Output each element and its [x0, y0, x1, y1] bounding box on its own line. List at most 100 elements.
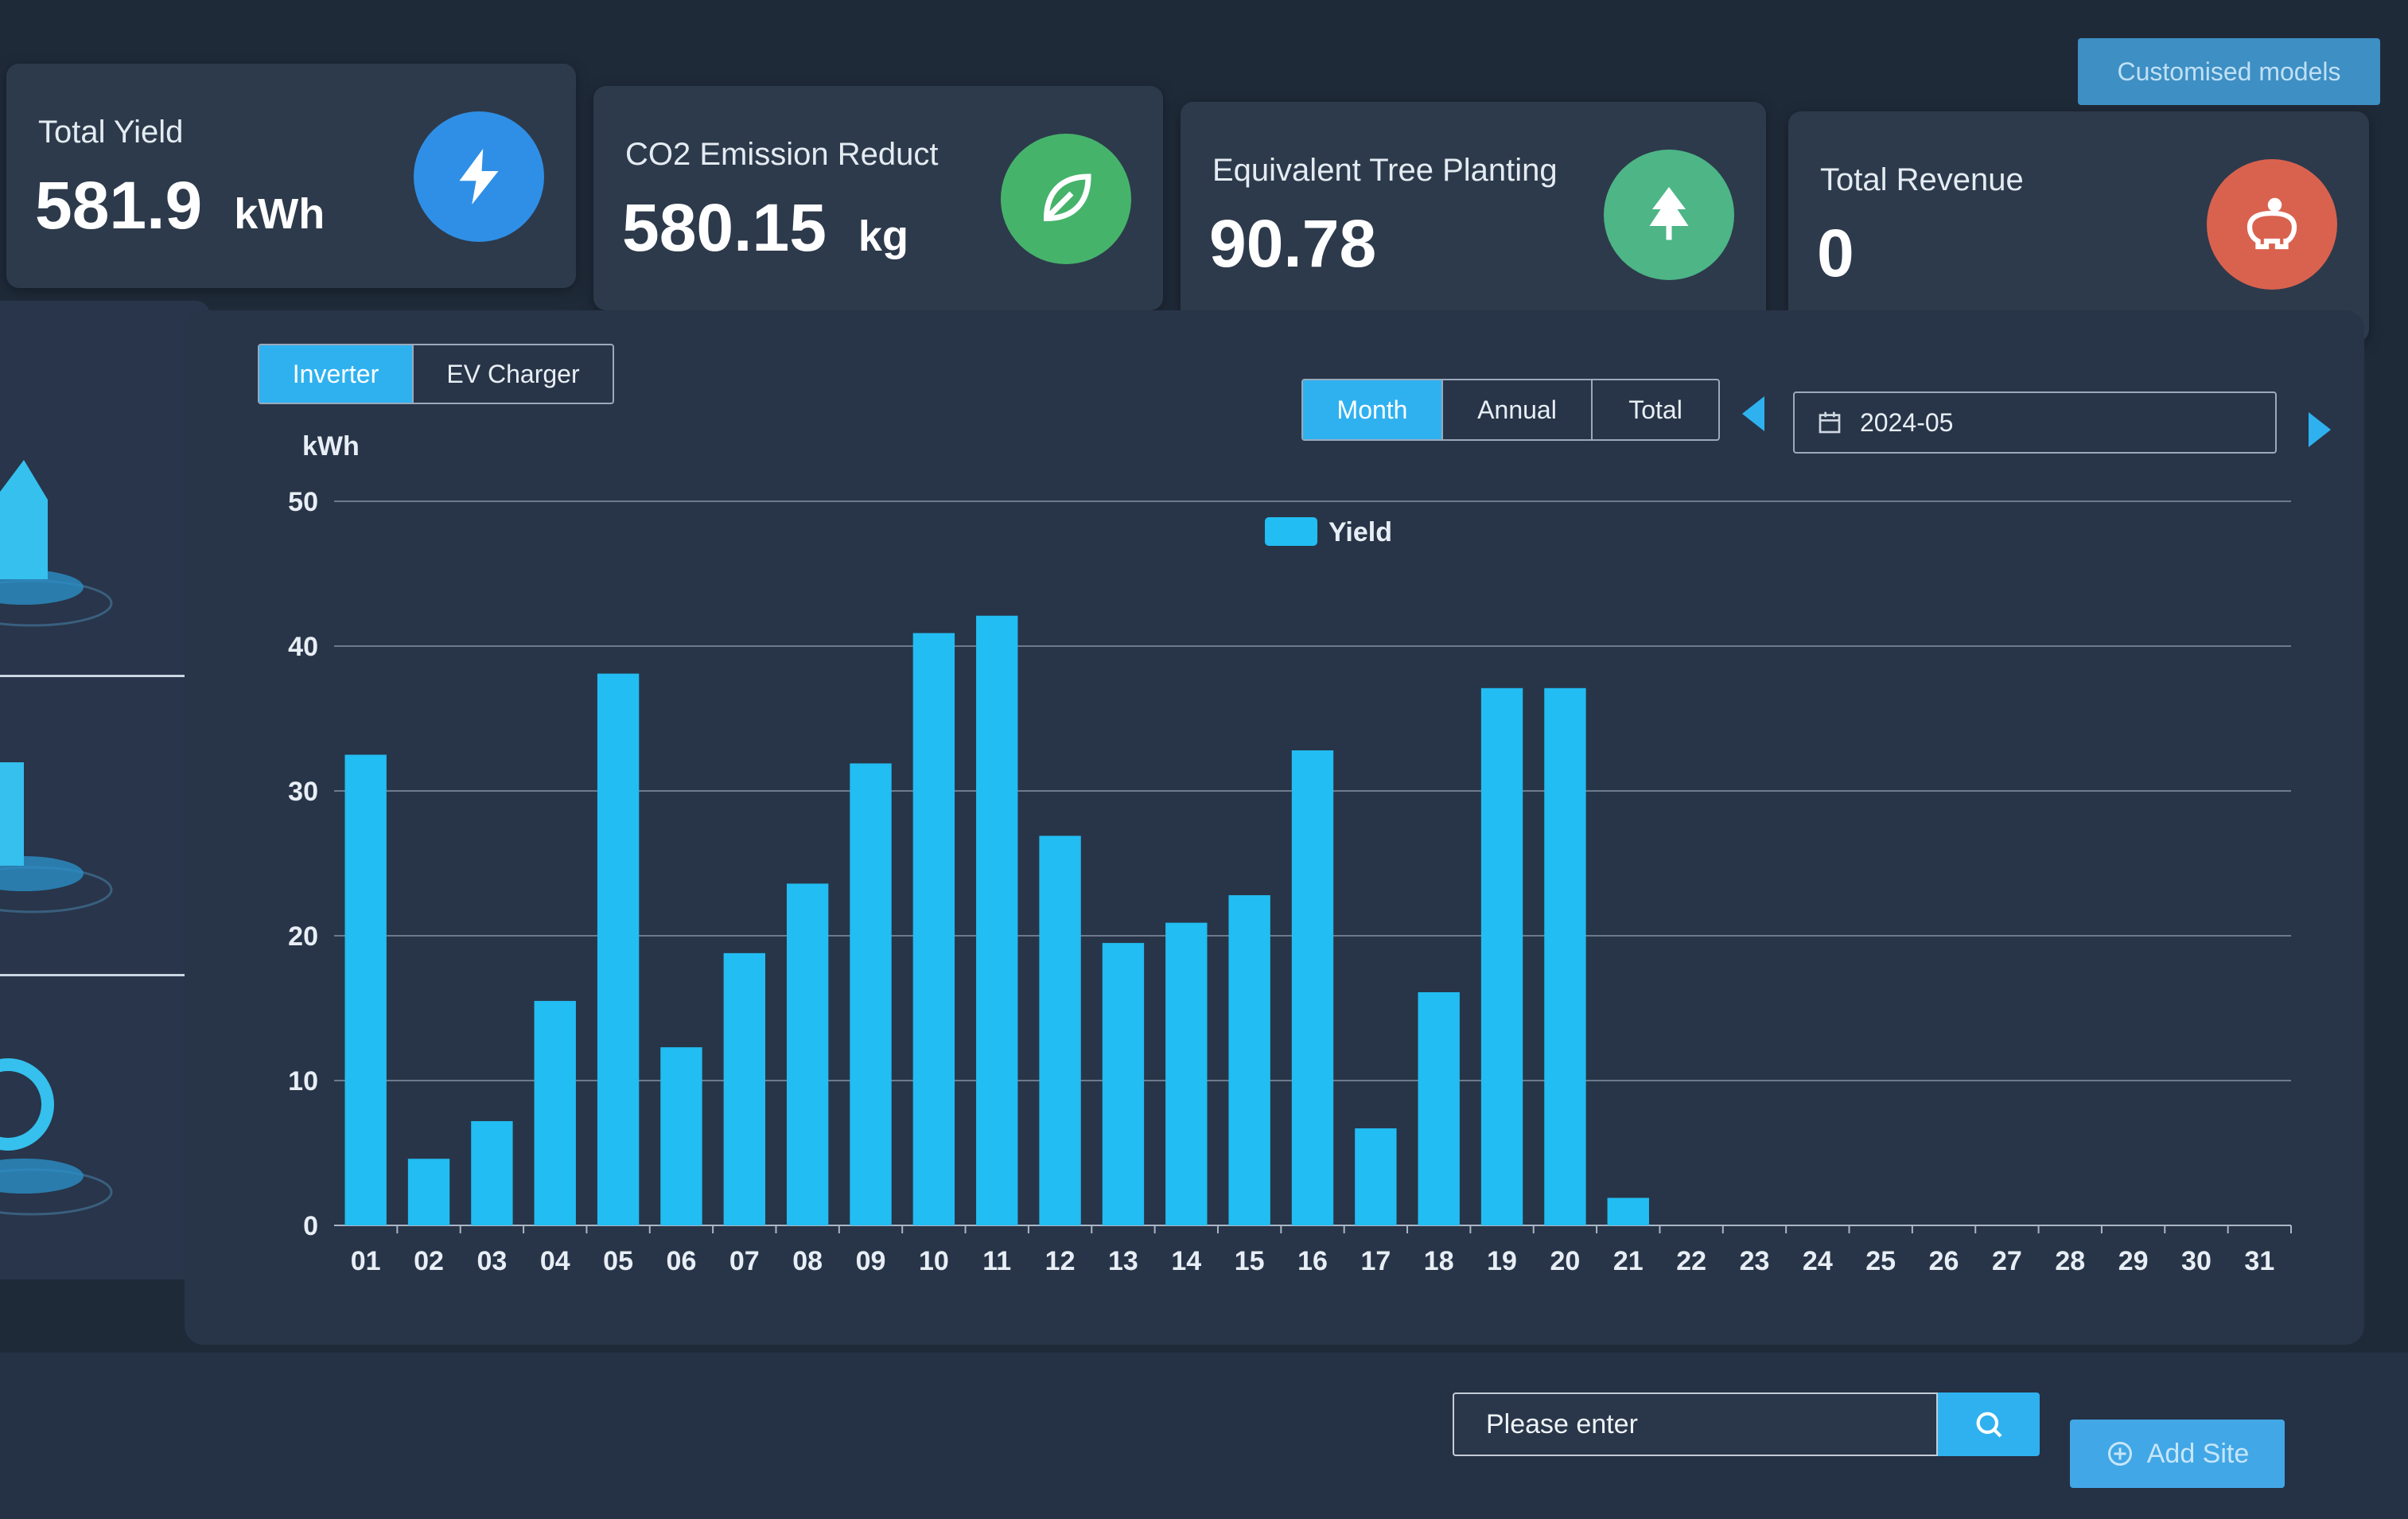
x-tick-label: 30	[2181, 1246, 2212, 1276]
stat-label: Equivalent Tree Planting	[1212, 153, 1558, 188]
x-tick-label: 22	[1676, 1246, 1706, 1276]
x-tick-label: 24	[1803, 1246, 1833, 1276]
yield-bar-chart: kWh 0 10 20 30 40 50 01 02 03 04 05 06 07 08 09 10 11 12 13…	[288, 431, 2292, 1276]
stat-unit: kg	[858, 212, 908, 260]
y-tick-label: 50	[288, 487, 318, 517]
x-tick-label: 11	[982, 1246, 1011, 1276]
x-tick-label: 28	[2055, 1246, 2085, 1276]
y-tick-label: 0	[303, 1211, 318, 1241]
x-tick-label: 20	[1550, 1246, 1581, 1276]
stat-value: 0	[1817, 215, 1854, 292]
calendar-icon	[1819, 411, 1841, 434]
yield-bar	[660, 1047, 702, 1225]
x-tick-label: 17	[1360, 1246, 1391, 1276]
legend-label: Yield	[1328, 517, 1392, 547]
search-icon	[1976, 1412, 2002, 1438]
date-value: 2024-05	[1860, 407, 1954, 437]
stat-value: 580.15 kg	[622, 189, 908, 267]
stat-card-co2: CO2 Emission Reduct 580.15 kg	[593, 86, 1163, 310]
yield-bar	[1607, 1198, 1649, 1225]
divider	[0, 974, 193, 976]
x-tick-label: 25	[1865, 1246, 1896, 1276]
stat-card-total-revenue: Total Revenue 0	[1788, 111, 2369, 342]
building-icon	[0, 762, 113, 913]
charger-icon	[0, 1058, 113, 1216]
bottom-bar	[0, 1353, 2408, 1519]
yield-bar	[1355, 1128, 1397, 1225]
yield-bar	[1418, 991, 1460, 1225]
x-tick-label: 26	[1929, 1246, 1959, 1276]
stat-value: 90.78	[1209, 205, 1376, 282]
yield-bar	[786, 883, 829, 1225]
x-tick-label: 31	[2244, 1246, 2274, 1276]
add-site-button[interactable]: Add Site	[2070, 1420, 2285, 1488]
search-input[interactable]: Please enter	[1453, 1392, 1938, 1456]
x-tick-label: 09	[856, 1246, 886, 1276]
y-tick-label: 30	[288, 777, 318, 807]
stat-card-tree-planting: Equivalent Tree Planting 90.78	[1181, 102, 1766, 326]
y-axis-label: kWh	[302, 431, 360, 462]
next-month-arrow-icon[interactable]	[2309, 412, 2331, 447]
x-tick-label: 19	[1487, 1246, 1517, 1276]
yield-bar	[534, 1000, 576, 1225]
stat-label: Total Yield	[38, 115, 184, 150]
x-tick-label: 08	[792, 1246, 823, 1276]
add-site-label: Add Site	[2146, 1438, 2250, 1469]
x-tick-label: 27	[1992, 1246, 2022, 1276]
x-tick-label: 07	[729, 1246, 760, 1276]
tab-month[interactable]: Month	[1303, 380, 1443, 439]
stat-card-total-yield: Total Yield 581.9 kWh	[6, 64, 576, 288]
x-tick-label: 23	[1740, 1246, 1770, 1276]
y-tick-label: 40	[288, 632, 318, 662]
yield-bar	[1228, 895, 1270, 1225]
home-icon	[0, 460, 113, 627]
x-tick-label: 05	[603, 1246, 633, 1276]
x-tick-label: 29	[2118, 1246, 2149, 1276]
y-tick-label: 10	[288, 1066, 318, 1096]
x-tick-label: 03	[477, 1246, 507, 1276]
stat-number: 90.78	[1209, 206, 1377, 281]
search-button[interactable]	[1938, 1392, 2040, 1456]
prev-month-arrow-icon[interactable]	[1742, 396, 1764, 431]
yield-bar	[1165, 922, 1208, 1225]
stat-number: 581.9	[35, 168, 203, 243]
x-tick-label: 06	[667, 1246, 697, 1276]
date-picker[interactable]: 2024-05	[1793, 391, 2277, 454]
stat-label: Total Revenue	[1820, 162, 2024, 197]
yield-bar	[1102, 943, 1145, 1225]
x-tick-label: 18	[1424, 1246, 1454, 1276]
x-tick-label: 10	[919, 1246, 949, 1276]
lightning-icon	[414, 111, 544, 242]
stat-unit: kWh	[234, 190, 325, 238]
yield-bar	[723, 952, 765, 1225]
device-tabs: Inverter EV Charger	[258, 344, 614, 404]
yield-bar	[407, 1159, 450, 1225]
yield-bar	[597, 673, 640, 1225]
y-tick-label: 20	[288, 921, 318, 952]
yield-bar	[912, 633, 955, 1225]
tab-inverter[interactable]: Inverter	[259, 345, 414, 403]
site-list-panel	[0, 301, 210, 1279]
yield-bar	[850, 763, 892, 1225]
x-tick-label: 21	[1613, 1246, 1644, 1276]
x-tick-label: 04	[540, 1246, 570, 1276]
customised-models-button[interactable]: Customised models	[2078, 38, 2380, 105]
x-tick-label: 01	[351, 1246, 381, 1276]
tree-icon	[1604, 150, 1734, 280]
tab-annual[interactable]: Annual	[1443, 380, 1593, 439]
x-tick-label: 16	[1297, 1246, 1328, 1276]
yield-bar	[976, 615, 1018, 1225]
yield-bar	[1480, 687, 1523, 1225]
legend-swatch	[1265, 517, 1317, 546]
plus-circle-icon	[2107, 1442, 2132, 1466]
stat-number: 580.15	[622, 190, 827, 265]
stat-label: CO2 Emission Reduct	[625, 137, 939, 172]
tab-ev-charger[interactable]: EV Charger	[446, 359, 580, 388]
x-tick-label: 12	[1045, 1246, 1076, 1276]
x-tick-label: 02	[414, 1246, 444, 1276]
yield-bar	[1544, 687, 1586, 1225]
tab-total[interactable]: Total	[1628, 395, 1682, 424]
divider	[0, 675, 193, 677]
yield-bar	[471, 1120, 513, 1225]
stat-number: 0	[1817, 216, 1854, 290]
